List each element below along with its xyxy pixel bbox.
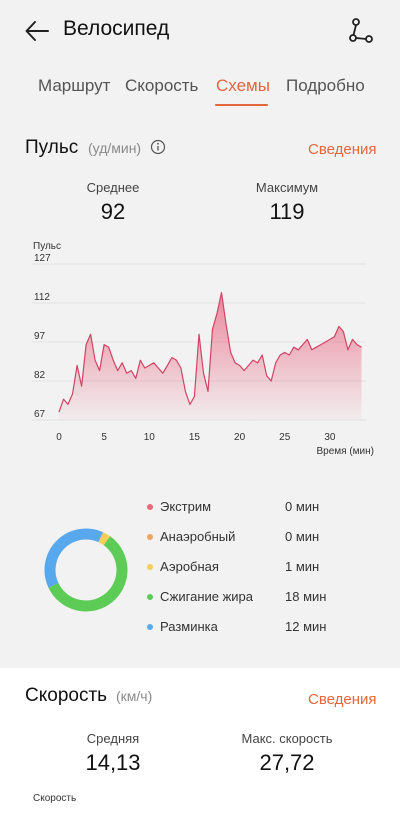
zone-color-dot	[147, 504, 153, 510]
speed-details-link[interactable]: Сведения	[308, 691, 377, 708]
pulse-max-value: 119	[269, 199, 305, 224]
donut-segment	[44, 528, 103, 588]
chart-x-tick-label: 20	[234, 432, 246, 443]
tab-speed[interactable]: Скорость	[125, 76, 199, 95]
chart-y-tick-label: 82	[34, 370, 46, 381]
tab-route[interactable]: Маршрут	[38, 76, 111, 95]
zone-row-warmup: Разминка 12 мин	[140, 617, 390, 637]
zone-name: Экстрим	[160, 499, 212, 514]
pulse-details-link[interactable]: Сведения	[308, 141, 377, 158]
zone-color-dot	[147, 564, 153, 570]
zone-row-fat-burn: Сжигание жира 18 мин	[140, 587, 390, 607]
chart-x-tick-label: 30	[324, 432, 336, 443]
zone-time: 1 мин	[285, 559, 320, 574]
zone-name: Разминка	[160, 619, 218, 634]
page-title: Велосипед	[63, 17, 170, 40]
speed-chart-y-axis-label: Скорость	[33, 793, 77, 804]
heart-rate-zone-donut	[44, 528, 128, 612]
speed-title: Скорость	[25, 685, 108, 706]
app-header: Велосипед	[0, 0, 400, 62]
chart-y-tick-label: 112	[34, 292, 50, 303]
chart-y-tick-label: 97	[34, 331, 46, 342]
pulse-unit: (уд/мин)	[88, 140, 142, 156]
heart-rate-area	[59, 292, 362, 420]
donut-segment	[48, 536, 128, 612]
active-tab-indicator	[215, 104, 268, 106]
zone-time: 12 мин	[285, 619, 327, 634]
pulse-avg-value: 92	[100, 199, 126, 224]
donut-segment	[98, 532, 111, 546]
zone-color-dot	[147, 594, 153, 600]
zone-row-anaerobic: Анаэробный 0 мин	[140, 527, 390, 547]
chart-y-tick-label: 127	[34, 253, 51, 264]
pulse-panel: Велосипед Маршрут Скорость Схемы Подробн…	[0, 0, 400, 637]
zone-row-extreme: Экстрим 0 мин	[140, 497, 390, 517]
info-icon[interactable]	[150, 139, 166, 155]
chart-x-tick-label: 5	[101, 432, 107, 443]
route-icon[interactable]	[348, 17, 376, 45]
chart-x-tick-label: 15	[189, 432, 201, 443]
zone-color-dot	[147, 534, 153, 540]
tab-details[interactable]: Подробно	[286, 76, 365, 95]
zone-row-aerobic: Аэробная 1 мин	[140, 557, 390, 577]
heart-rate-chart: Пульс 127 112 97 82 67 0 5 10 15 20 25 30 Время (м…	[32, 241, 374, 457]
pulse-max-label: Максимум	[255, 180, 319, 195]
chart-x-tick-label: 25	[279, 432, 291, 443]
speed-avg-label: Средняя	[86, 731, 140, 746]
speed-avg-value: 14,13	[85, 750, 141, 775]
zone-name: Аэробная	[160, 559, 219, 574]
speed-max-value: 27,72	[259, 750, 315, 775]
zone-color-dot	[147, 624, 153, 630]
speed-unit: (км/ч)	[116, 688, 153, 704]
pulse-title: Пульс	[25, 137, 79, 158]
speed-max-label: Макс. скорость	[241, 731, 333, 746]
back-arrow-icon[interactable]	[24, 18, 50, 44]
zone-name: Анаэробный	[160, 529, 236, 544]
chart-x-tick-label: 10	[144, 432, 156, 443]
chart-y-tick-label: 67	[34, 409, 46, 420]
chart-x-axis-label: Время (мин)	[316, 446, 374, 457]
heart-rate-line	[58, 292, 362, 413]
zone-time: 0 мин	[285, 529, 320, 544]
tab-charts[interactable]: Схемы	[216, 76, 270, 95]
pulse-avg-label: Среднее	[86, 180, 140, 195]
zone-time: 18 мин	[285, 589, 327, 604]
speed-panel: Скорость (км/ч) Сведения Средняя 14,13 М…	[0, 668, 400, 814]
chart-x-tick-label: 0	[56, 432, 62, 443]
tab-bar: Маршрут Скорость Схемы Подробно	[0, 76, 400, 108]
chart-y-axis-label: Пульс	[33, 241, 61, 252]
zone-name: Сжигание жира	[160, 589, 254, 604]
zone-time: 0 мин	[285, 499, 320, 514]
